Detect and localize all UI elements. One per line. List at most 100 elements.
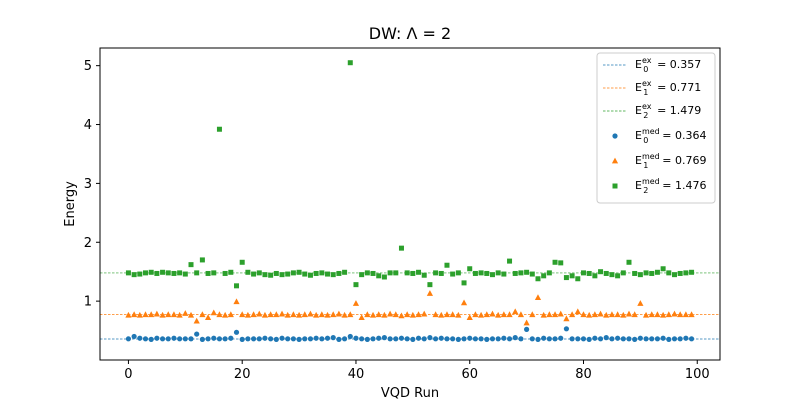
series-1-point — [239, 311, 246, 318]
series-2-point — [342, 269, 348, 275]
series-1-point — [318, 311, 325, 318]
series-0-point — [256, 336, 262, 342]
series-1-point — [631, 311, 638, 318]
series-2-point — [336, 270, 342, 276]
legend-label-ref-2-part: = 1.479 — [654, 104, 702, 117]
series-2-point — [251, 271, 257, 277]
series-0-point — [324, 335, 331, 341]
series-2-point — [529, 271, 535, 277]
series-1-point — [392, 311, 399, 318]
series-0-point — [592, 335, 598, 341]
series-2-point — [677, 270, 683, 276]
legend-label-series-2: Emed 2 = 1.476 — [635, 177, 707, 195]
series-1 — [125, 290, 695, 326]
legend-label-ref-0-part: = 0.357 — [654, 58, 702, 71]
legend-label-ref-1-part: = 0.771 — [654, 81, 702, 94]
series-0-point — [125, 336, 132, 342]
series-2-point — [654, 269, 660, 275]
y-tick-label: 2 — [84, 236, 92, 251]
series-2-point — [467, 266, 473, 272]
series-2-point — [575, 276, 581, 282]
series-0-point — [250, 336, 257, 342]
chart-title: DW: Λ = 2 — [369, 24, 451, 43]
series-0-point — [233, 329, 240, 335]
series-2-point — [376, 273, 382, 279]
series-2-point — [598, 269, 604, 275]
series-0-point — [330, 335, 336, 341]
series-2-point — [689, 269, 695, 275]
series-2-point — [569, 273, 575, 279]
series-0-point — [171, 335, 177, 341]
series-2-point — [160, 269, 166, 275]
legend-label-ref-0-part: ex — [642, 56, 652, 65]
series-0 — [125, 326, 695, 342]
series-2-point — [541, 273, 547, 279]
series-1-point — [267, 311, 274, 318]
series-1-point — [648, 311, 655, 318]
series-2-point — [165, 270, 171, 276]
series-0-point — [603, 335, 609, 341]
series-0-point — [154, 335, 160, 341]
series-0-point — [575, 336, 581, 342]
series-0-point — [370, 336, 376, 342]
legend-label-ref-1-part: E — [635, 81, 642, 94]
series-0-point — [518, 336, 524, 342]
series-1-point — [443, 311, 451, 318]
series-1-point — [352, 300, 360, 306]
series-0-point — [501, 335, 507, 341]
series-0-point — [262, 335, 268, 341]
series-1-point — [347, 311, 354, 318]
series-1-point — [620, 311, 627, 318]
series-0-point — [279, 335, 285, 341]
series-2-point — [188, 262, 194, 268]
series-1-point — [665, 311, 672, 318]
series-2-point — [438, 270, 444, 276]
series-1-point — [472, 311, 479, 318]
series-0-point — [398, 335, 405, 341]
y-tick-label: 1 — [84, 295, 92, 310]
series-0-point — [586, 336, 592, 342]
series-1-point — [216, 311, 223, 318]
legend-label-series-2-part: E — [635, 179, 642, 192]
series-2-point — [580, 270, 586, 276]
series-1-point — [546, 311, 553, 318]
series-2-point — [660, 266, 666, 272]
series-0-point — [666, 336, 672, 342]
series-2-point — [626, 259, 632, 265]
series-1-point — [307, 310, 314, 317]
series-0-point — [290, 336, 296, 342]
series-1-point — [335, 310, 342, 317]
series-0-point — [421, 336, 427, 342]
legend-label-ref-2-part: E — [635, 104, 642, 117]
series-2-point — [245, 269, 251, 275]
x-tick-label: 40 — [348, 367, 365, 382]
series-0-point — [296, 336, 302, 342]
series-2-point — [262, 272, 268, 278]
series-0-point — [626, 336, 632, 342]
legend-label-ref-1-part: 1 — [643, 88, 648, 97]
series-2-point — [404, 270, 410, 276]
series-1-point — [301, 311, 308, 318]
series-2-point — [148, 269, 154, 275]
legend-label-series-0-part: E — [635, 129, 642, 142]
series-0-point — [683, 335, 689, 341]
series-0-point — [427, 335, 433, 341]
series-0-point — [182, 336, 188, 342]
series-0-point — [688, 336, 695, 342]
legend-label-series-0: Emed 0 = 0.364 — [635, 127, 707, 145]
series-1-point — [426, 290, 434, 296]
series-2-point — [319, 270, 325, 276]
series-2-point — [194, 270, 200, 276]
series-0-point — [268, 336, 274, 342]
series-0-point — [239, 336, 245, 342]
legend-label-series-1-part: E — [635, 154, 642, 167]
series-2-point — [666, 270, 672, 276]
series-2-point — [683, 270, 689, 276]
series-2-point — [347, 60, 353, 66]
series-1-point — [580, 311, 587, 318]
series-2-point — [353, 282, 359, 288]
series-2-point — [552, 259, 558, 265]
series-0-point — [245, 336, 251, 342]
series-1-point — [375, 311, 382, 318]
